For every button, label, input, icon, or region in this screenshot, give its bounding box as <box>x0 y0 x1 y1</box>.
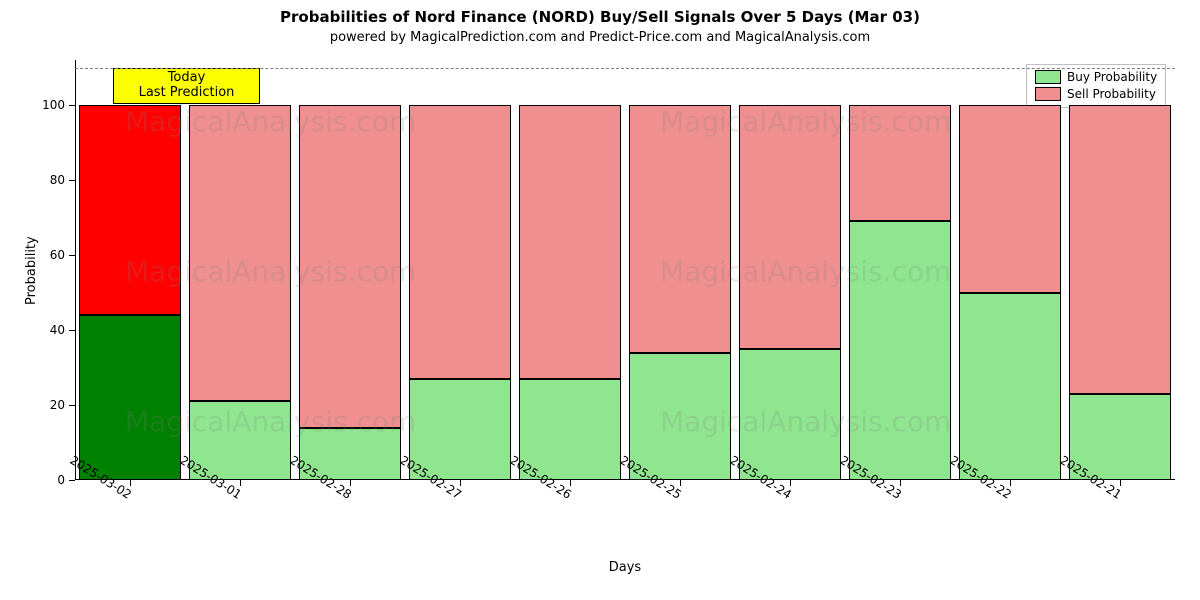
xtick-mark <box>130 480 131 486</box>
xtick-mark <box>350 480 351 486</box>
legend-swatch-buy <box>1035 70 1061 84</box>
bar-sell <box>959 105 1060 293</box>
bar-buy <box>629 353 730 481</box>
bar-buy <box>79 315 180 480</box>
bar-buy <box>739 349 840 480</box>
bar-sell <box>739 105 840 349</box>
legend-label-buy: Buy Probability <box>1067 69 1157 86</box>
bar-sell <box>189 105 290 401</box>
xtick-mark <box>240 480 241 486</box>
bar-sell <box>409 105 510 379</box>
legend-item-buy: Buy Probability <box>1035 69 1157 86</box>
ytick-mark <box>69 180 75 181</box>
xtick-mark <box>1120 480 1121 486</box>
chart-subtitle: powered by MagicalPrediction.com and Pre… <box>0 30 1200 45</box>
ytick-label: 20 <box>29 398 65 412</box>
bar-sell <box>519 105 620 379</box>
xtick-mark <box>1010 480 1011 486</box>
today-callout: Today Last Prediction <box>113 68 260 104</box>
bar-sell <box>79 105 180 315</box>
chart-title: Probabilities of Nord Finance (NORD) Buy… <box>0 8 1200 26</box>
bar-buy <box>849 221 950 480</box>
ytick-label: 80 <box>29 173 65 187</box>
callout-line1: Today <box>124 71 249 86</box>
legend-label-sell: Sell Probability <box>1067 86 1156 103</box>
bar-sell <box>849 105 950 221</box>
ytick-label: 40 <box>29 323 65 337</box>
y-axis-label: Probability <box>24 236 39 305</box>
bar-sell <box>1069 105 1170 394</box>
xtick-mark <box>570 480 571 486</box>
chart-container: Probabilities of Nord Finance (NORD) Buy… <box>0 0 1200 600</box>
reference-line <box>75 68 1175 69</box>
xtick-mark <box>460 480 461 486</box>
bar-sell <box>299 105 400 428</box>
xtick-mark <box>900 480 901 486</box>
xtick-mark <box>790 480 791 486</box>
x-axis-label: Days <box>575 560 675 575</box>
ytick-label: 60 <box>29 248 65 262</box>
legend: Buy Probability Sell Probability <box>1026 64 1166 108</box>
ytick-label: 0 <box>29 473 65 487</box>
ytick-mark <box>69 330 75 331</box>
ytick-label: 100 <box>29 98 65 112</box>
bar-buy <box>959 293 1060 481</box>
xtick-mark <box>680 480 681 486</box>
callout-line2: Last Prediction <box>124 86 249 101</box>
ytick-mark <box>69 255 75 256</box>
legend-item-sell: Sell Probability <box>1035 86 1157 103</box>
ytick-mark <box>69 105 75 106</box>
ytick-mark <box>69 480 75 481</box>
bar-sell <box>629 105 730 353</box>
ytick-mark <box>69 405 75 406</box>
legend-swatch-sell <box>1035 87 1061 101</box>
